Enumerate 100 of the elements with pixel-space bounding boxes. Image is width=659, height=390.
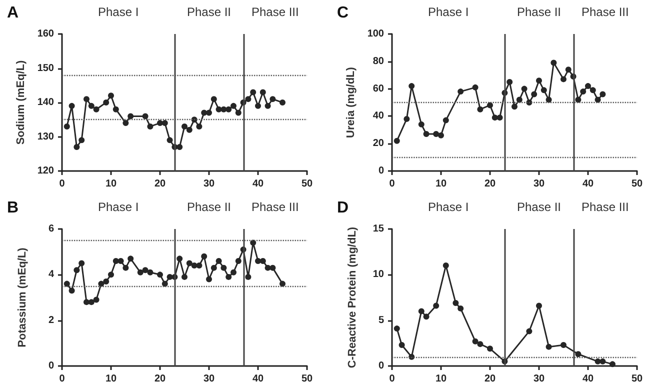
point (128, 256, 134, 262)
point (477, 341, 484, 348)
point (404, 116, 410, 122)
point (122, 264, 129, 271)
point (142, 267, 148, 274)
point (255, 258, 261, 264)
x-tick-label: 0 (389, 178, 396, 190)
point (230, 102, 236, 109)
point (235, 258, 242, 264)
point (423, 314, 430, 320)
chart-title: A (7, 4, 19, 22)
y-tick-label: 100 (367, 28, 384, 40)
x-tick-label: 50 (301, 178, 313, 190)
point (147, 269, 154, 276)
x-tick-label: 20 (484, 374, 496, 384)
point (84, 299, 90, 306)
point (88, 102, 94, 109)
y-tick-label: 0 (48, 360, 54, 372)
y-tick-label: 6 (48, 224, 54, 234)
point (93, 296, 100, 303)
point (226, 274, 232, 280)
text: Phase II (186, 200, 232, 214)
point (600, 91, 606, 98)
point (206, 110, 212, 116)
point (550, 60, 557, 66)
x-tick-label: 10 (435, 178, 447, 190)
text: Phase I (98, 5, 139, 19)
x-tick-label: 0 (389, 374, 396, 384)
point (201, 253, 208, 260)
chart-title: D (337, 200, 349, 216)
point (270, 96, 276, 102)
point (186, 260, 192, 266)
x-tick-label: 10 (435, 374, 447, 384)
point (93, 106, 100, 112)
text: Phase II (516, 200, 562, 214)
point (220, 106, 227, 112)
x-tick-label: 30 (203, 178, 215, 190)
x-tick-label: 0 (59, 374, 66, 384)
y-tick-label: 60 (372, 83, 384, 94)
x-tick-label: 20 (154, 178, 166, 190)
point (560, 342, 566, 348)
point (280, 100, 286, 106)
x-tick-label: 30 (533, 178, 545, 190)
point (264, 102, 271, 109)
point (487, 346, 493, 352)
point (64, 123, 70, 130)
point (166, 137, 173, 144)
x-tick-label: 10 (105, 374, 117, 384)
point (206, 276, 212, 282)
point (536, 302, 542, 309)
y-tick-label: 130 (37, 131, 54, 142)
y-tick-label: 20 (372, 138, 384, 150)
x-tick-label: 20 (154, 374, 166, 384)
point (408, 83, 415, 90)
chart-title: C (337, 4, 349, 22)
x-tick-label: 40 (582, 178, 594, 190)
point (270, 264, 276, 271)
point (477, 106, 484, 112)
point (122, 120, 129, 126)
point (423, 131, 430, 138)
point (442, 117, 449, 124)
y-tick-label: 15 (372, 224, 384, 234)
point (210, 264, 217, 271)
y-tick-label: 4 (48, 269, 54, 280)
point (68, 102, 75, 109)
point (526, 328, 532, 334)
point (394, 138, 400, 144)
y-axis-title: C-Reactive Protein (mg/dL) (346, 226, 358, 368)
y-tick-label: 150 (37, 62, 54, 74)
text: Phase III (581, 200, 629, 214)
point (245, 274, 252, 280)
point (64, 280, 70, 287)
point (260, 89, 266, 96)
point (186, 126, 192, 133)
x-tick-label: 0 (59, 178, 66, 190)
point (74, 144, 80, 150)
text: Phase III (251, 200, 299, 214)
point (516, 96, 522, 103)
point (176, 256, 183, 262)
point (418, 121, 424, 128)
point (540, 87, 547, 94)
point (182, 123, 188, 130)
point (157, 120, 163, 126)
chart-title: B (7, 200, 19, 216)
point (142, 113, 148, 120)
point (84, 96, 90, 102)
point (590, 87, 596, 94)
point (78, 260, 85, 266)
point (196, 262, 202, 269)
point (536, 78, 542, 84)
point (137, 269, 144, 276)
point (433, 131, 440, 138)
x-tick-label: 40 (582, 374, 594, 384)
text: Phase I (98, 200, 139, 214)
y-tick-label: 10 (372, 269, 384, 280)
point (112, 258, 119, 264)
point (594, 96, 601, 103)
point (280, 280, 286, 287)
point (433, 302, 440, 309)
text: Phase III (581, 5, 629, 19)
